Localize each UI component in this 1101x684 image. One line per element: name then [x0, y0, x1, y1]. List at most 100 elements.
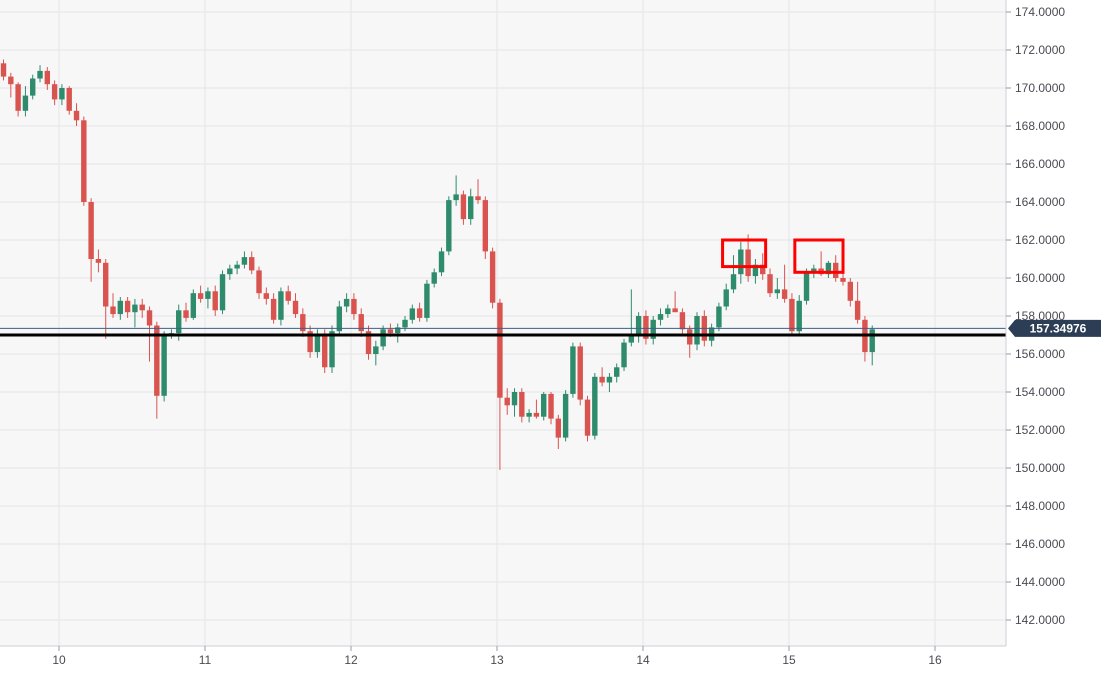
- candle-body: [475, 196, 481, 201]
- x-tick-label: 16: [928, 653, 942, 667]
- candle-up: [234, 260, 240, 275]
- candle-body: [278, 291, 284, 320]
- candle-down: [256, 266, 262, 299]
- highlight-box: [793, 238, 845, 274]
- candle-body: [51, 84, 58, 100]
- candle-body: [548, 393, 554, 419]
- candle-body: [687, 329, 693, 345]
- candle-up: [117, 297, 124, 320]
- candle-body: [796, 300, 802, 332]
- current-price-badge-shape: [1008, 319, 1101, 337]
- candle-down: [548, 392, 554, 425]
- candle-up: [329, 325, 335, 373]
- x-tick-label: 14: [636, 653, 650, 667]
- candle-down: [285, 285, 291, 305]
- candle-up: [278, 287, 284, 326]
- candle-body: [635, 316, 642, 335]
- y-tick-label: 162.0000: [1015, 233, 1065, 247]
- candle-body: [234, 264, 240, 269]
- candle-up: [446, 196, 452, 256]
- candle-body: [519, 392, 525, 417]
- candle-body: [562, 393, 569, 438]
- candle-down: [270, 293, 277, 324]
- candle-body: [869, 329, 875, 353]
- candle-up: [869, 325, 875, 366]
- candle-body: [614, 367, 620, 377]
- candle-body: [577, 346, 583, 400]
- candle-body: [8, 76, 14, 85]
- candle-down: [154, 321, 160, 419]
- candle-up: [205, 287, 211, 309]
- plot-area: [0, 0, 1006, 646]
- candle-body: [44, 70, 51, 85]
- candle-body: [672, 308, 678, 313]
- candle-body: [657, 314, 664, 320]
- candle-down: [358, 308, 364, 337]
- y-tick-label: 152.0000: [1015, 423, 1065, 437]
- candle-down: [643, 310, 649, 345]
- candle-body: [22, 95, 29, 111]
- candle-up: [468, 188, 474, 225]
- candle-up: [694, 312, 700, 351]
- candle-down: [555, 414, 562, 449]
- candle-body: [482, 200, 489, 252]
- candle-body: [738, 249, 744, 275]
- candle-down: [584, 395, 591, 442]
- candle-body: [351, 298, 357, 315]
- candle-body: [373, 346, 379, 354]
- candle-up: [635, 312, 642, 343]
- candle-down: [745, 234, 751, 282]
- candle-up: [723, 283, 729, 311]
- candle-down: [73, 103, 80, 126]
- grid-lines: [0, 0, 1006, 646]
- y-tick-label: 154.0000: [1015, 385, 1065, 399]
- x-tick-label: 10: [52, 653, 66, 667]
- candle-body: [511, 392, 518, 406]
- candle-up: [526, 409, 532, 423]
- candle-up: [650, 316, 656, 345]
- candle-body: [161, 335, 167, 396]
- candle-down: [8, 72, 14, 98]
- candle-body: [190, 293, 197, 318]
- y-tick-label: 168.0000: [1015, 119, 1065, 133]
- candle-body: [241, 257, 248, 265]
- y-tick-label: 142.0000: [1015, 613, 1065, 627]
- candle-up: [774, 278, 781, 299]
- candle-down: [497, 298, 503, 470]
- candle-body: [292, 300, 299, 315]
- y-tick-label: 156.0000: [1015, 347, 1065, 361]
- candle-down: [66, 86, 72, 115]
- candle-down: [351, 293, 357, 320]
- candle-body: [73, 110, 80, 121]
- candle-body: [314, 335, 321, 353]
- current-price-badge: 157.34976: [1008, 319, 1101, 337]
- x-tick-label: 13: [490, 653, 504, 667]
- candle-body: [103, 262, 109, 307]
- candle-body: [424, 283, 430, 318]
- candle-body: [621, 342, 627, 368]
- candle-body: [730, 274, 737, 290]
- candle-up: [424, 279, 430, 322]
- candle-body: [124, 300, 131, 313]
- candle-body: [205, 291, 211, 299]
- candle-body: [285, 291, 291, 301]
- candles: [0, 59, 875, 470]
- candle-up: [511, 388, 518, 417]
- candle-up: [541, 392, 547, 421]
- candle-body: [665, 308, 671, 315]
- candle-down: [489, 247, 496, 309]
- candle-body: [0, 63, 7, 77]
- candle-down: [781, 264, 788, 303]
- candle-down: [519, 388, 525, 423]
- candle-body: [270, 298, 277, 320]
- candle-body: [66, 88, 72, 111]
- candle-down: [599, 367, 605, 387]
- candle-body: [606, 376, 613, 383]
- candle-body: [336, 306, 343, 332]
- candle-up: [592, 373, 598, 440]
- candle-body: [854, 300, 861, 320]
- candle-down: [322, 329, 328, 373]
- candle-body: [774, 289, 781, 294]
- candle-up: [59, 84, 65, 106]
- candle-body: [840, 278, 846, 282]
